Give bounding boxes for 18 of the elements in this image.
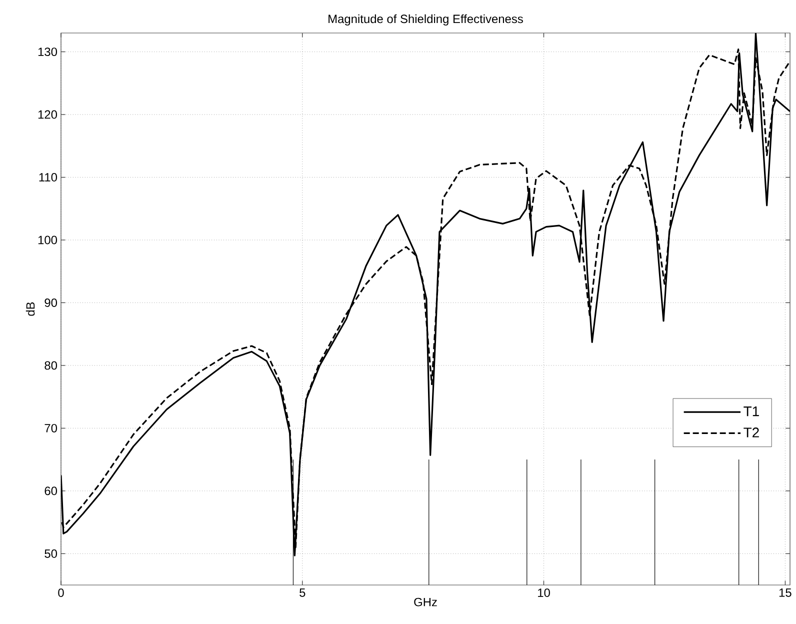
y-tick-label: 110 <box>39 173 58 182</box>
x-tick-label: 5 <box>300 588 306 597</box>
y-tick-label: 50 <box>44 549 58 558</box>
chart-title: Magnitude of Shielding Effectiveness <box>328 14 523 26</box>
legend-label: T2 <box>744 428 759 438</box>
x-tick-label: 15 <box>779 588 792 597</box>
x-tick-label: 0 <box>58 588 64 597</box>
y-axis-title: dB <box>26 302 35 316</box>
y-tick-label: 90 <box>44 298 58 307</box>
y-tick-label: 120 <box>38 110 58 119</box>
x-tick-label: 10 <box>538 588 550 597</box>
y-tick-label: 80 <box>44 361 58 370</box>
legend-label: T1 <box>744 406 759 416</box>
x-axis-title: GHz <box>414 598 437 606</box>
y-tick-label: 100 <box>38 236 58 244</box>
y-tick-label: 60 <box>44 486 58 496</box>
y-tick-label: 70 <box>44 424 58 432</box>
y-tick-label: 130 <box>38 48 58 56</box>
